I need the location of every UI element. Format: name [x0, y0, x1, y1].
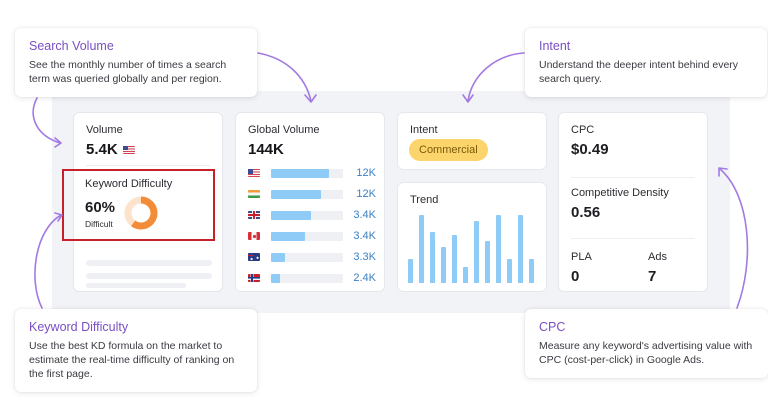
country-row-india[interactable]: 12K — [248, 188, 376, 200]
trend-bar — [441, 246, 446, 283]
country-volume-value: 3.4K — [353, 230, 376, 242]
volume-bar — [271, 169, 329, 178]
trend-bar — [430, 232, 435, 283]
trend-bar — [463, 267, 468, 283]
canada-flag-icon — [248, 232, 260, 240]
volume-bar — [271, 190, 322, 199]
cpc-card: CPC $0.49 Competitive Density 0.56 PLA 0… — [558, 112, 708, 292]
callout-cpc: CPC Measure any keyword's advertising va… — [525, 309, 768, 378]
country-volume-value: 3.3K — [353, 251, 376, 263]
competitive-density-value: 0.56 — [571, 204, 601, 221]
country-volume-value: 12K — [356, 167, 376, 179]
callout-keyword-difficulty: Keyword Difficulty Use the best KD formu… — [15, 309, 257, 392]
keyword-difficulty-value: 60% — [85, 199, 116, 216]
callout-body: Measure any keyword's advertising value … — [539, 340, 753, 366]
callout-title: CPC — [539, 320, 566, 334]
kd-donut-arc — [124, 196, 158, 230]
us-flag-icon — [122, 145, 135, 154]
callout-body: Understand the deeper intent behind ever… — [539, 59, 739, 85]
keyword-difficulty-level: Difficult — [85, 219, 113, 229]
trend-bar — [529, 259, 534, 283]
country-row-us[interactable]: 12K — [248, 167, 376, 179]
trend-bar — [419, 215, 424, 283]
intent-label: Intent — [410, 124, 438, 136]
uk-flag-icon — [248, 211, 260, 219]
divider — [571, 177, 695, 178]
trend-bar — [518, 215, 523, 283]
divider — [571, 238, 695, 239]
country-row-canada[interactable]: 3.4K — [248, 230, 376, 242]
keyword-difficulty-label: Keyword Difficulty — [85, 178, 173, 190]
placeholder-line — [86, 273, 212, 279]
volume-value: 5.4K — [86, 141, 118, 158]
callout-title: Search Volume — [29, 39, 114, 53]
keyword-difficulty-highlight-box — [62, 169, 215, 241]
trend-bar-chart — [408, 215, 540, 283]
volume-value-row: 5.4K — [86, 141, 135, 158]
volume-label: Volume — [86, 124, 123, 136]
country-row-norway[interactable]: 2.4K — [248, 272, 376, 284]
global-volume-value: 144K — [248, 141, 284, 158]
trend-bar — [496, 215, 501, 283]
country-row-uk[interactable]: 3.4K — [248, 209, 376, 221]
callout-title: Intent — [539, 39, 571, 53]
callout-search-volume: Search Volume See the monthly number of … — [15, 28, 257, 97]
australia-flag-icon — [248, 253, 260, 261]
country-volume-value: 3.4K — [353, 209, 376, 221]
trend-bar — [474, 221, 479, 283]
norway-flag-icon — [248, 274, 260, 282]
volume-bar — [271, 232, 305, 241]
ads-label: Ads — [648, 251, 667, 263]
volume-bar — [271, 274, 280, 283]
volume-bar — [271, 253, 286, 262]
trend-bar — [408, 259, 413, 283]
us-flag-icon — [248, 169, 260, 177]
callout-title: Keyword Difficulty — [29, 320, 129, 334]
global-volume-card: Global Volume 144K 12K 12K 3.4K 3.4K 3.3… — [235, 112, 385, 292]
intent-card: Intent Commercial — [397, 112, 547, 170]
competitive-density-label: Competitive Density — [571, 187, 669, 199]
trend-card: Trend — [397, 182, 547, 292]
cpc-label: CPC — [571, 124, 595, 136]
cpc-value: $0.49 — [571, 141, 609, 158]
callout-body: See the monthly number of times a search… — [29, 59, 227, 85]
global-volume-label: Global Volume — [248, 124, 320, 136]
country-row-australia[interactable]: 3.3K — [248, 251, 376, 263]
keyword-difficulty-donut-chart — [124, 196, 158, 230]
pla-value: 0 — [571, 268, 580, 285]
country-volume-value: 12K — [356, 188, 376, 200]
pla-label: PLA — [571, 251, 592, 263]
country-volume-value: 2.4K — [353, 272, 376, 284]
trend-bar — [485, 240, 490, 283]
placeholder-line — [86, 260, 212, 266]
placeholder-line — [86, 283, 186, 288]
india-flag-icon — [248, 190, 260, 198]
callout-body: Use the best KD formula on the market to… — [29, 340, 235, 380]
trend-bar — [507, 259, 512, 283]
volume-bar — [271, 211, 311, 220]
trend-label: Trend — [410, 194, 439, 206]
divider — [86, 165, 210, 166]
ads-value: 7 — [648, 268, 657, 285]
trend-bar — [452, 235, 457, 283]
callout-intent: Intent Understand the deeper intent behi… — [525, 28, 767, 97]
intent-badge: Commercial — [409, 139, 488, 161]
